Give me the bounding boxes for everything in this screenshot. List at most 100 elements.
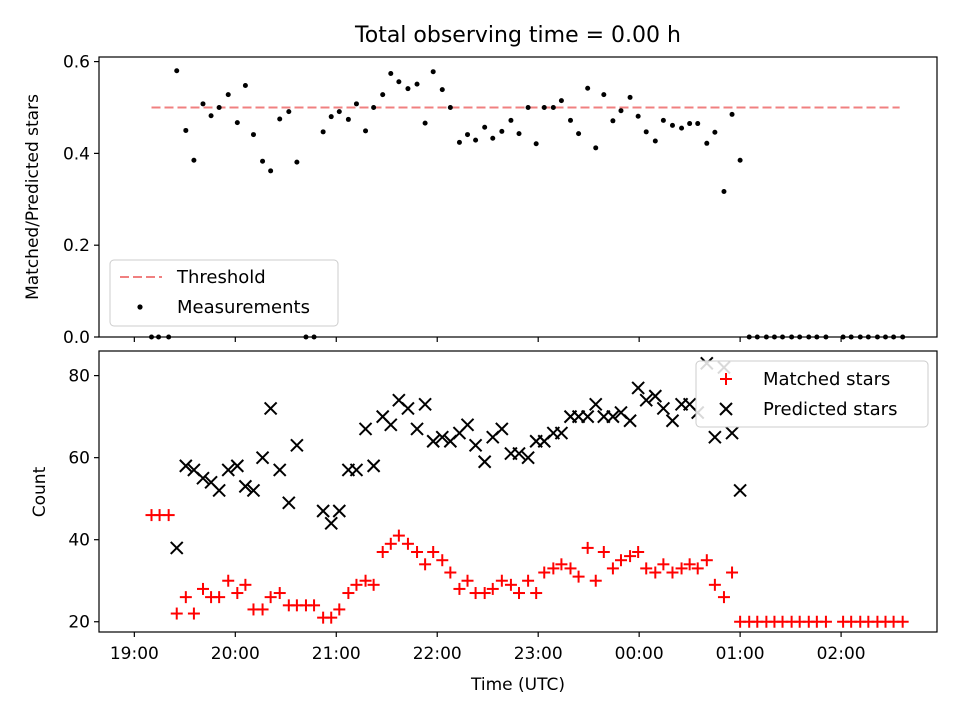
- marker-stroke: [255, 450, 270, 465]
- matched-star-marker: [632, 546, 645, 559]
- top-legend-threshold-label: Threshold: [176, 267, 266, 288]
- measurement-point: [533, 141, 539, 147]
- predicted-star-marker: [255, 450, 270, 465]
- top-plot-frame: [98, 56, 938, 338]
- measurement-point: [482, 124, 488, 130]
- predicted-star-marker: [656, 401, 671, 416]
- predicted-star-marker: [554, 426, 569, 440]
- measurement-point: [669, 122, 675, 128]
- measurement-point: [439, 87, 445, 93]
- marker-stroke: [204, 475, 218, 489]
- measurement-point: [618, 108, 624, 114]
- measurement-point: [456, 139, 462, 145]
- measurement-point: [363, 128, 369, 134]
- matched-star-marker: [461, 574, 474, 587]
- measurement-point: [499, 128, 505, 134]
- figure-title: Total observing time = 0.00 h: [354, 23, 681, 48]
- matched-star-marker: [384, 537, 397, 550]
- marker-stroke: [656, 401, 671, 416]
- predicted-star-marker: [349, 463, 364, 477]
- predicted-star-marker: [435, 430, 449, 444]
- marker-stroke: [187, 463, 201, 477]
- measurement-point: [465, 132, 471, 138]
- measurement-point: [405, 86, 411, 92]
- marker-stroke: [468, 438, 483, 453]
- measurement-point: [294, 159, 300, 165]
- matched-star-marker: [325, 611, 338, 624]
- predicted-star-marker: [733, 483, 747, 498]
- marker-stroke: [263, 401, 278, 416]
- top-axes: 0.0 0.2 0.4 0.6: [63, 53, 842, 348]
- measurement-point: [593, 145, 599, 151]
- bottom-plot-marks: [145, 356, 909, 628]
- bottom-legend-matched-label: Matched stars: [763, 369, 890, 390]
- predicted-star-marker: [708, 430, 722, 444]
- matched-star-marker: [572, 570, 585, 583]
- predicted-star-marker: [521, 450, 535, 465]
- marker-stroke: [435, 430, 449, 444]
- marker-stroke: [631, 381, 645, 395]
- measurement-point: [568, 117, 574, 123]
- measurement-point: [516, 131, 522, 137]
- measurement-point: [414, 81, 420, 87]
- bottom-y-axis-label: Count: [30, 466, 50, 517]
- marker-stroke: [418, 397, 432, 412]
- bottom-legend-predicted-label: Predicted stars: [763, 399, 897, 420]
- marker-stroke: [332, 504, 347, 518]
- measurement-point: [729, 111, 735, 117]
- matched-star-marker: [342, 587, 355, 600]
- matched-star-marker: [819, 615, 832, 628]
- bottom-legend: Matched stars Predicted stars: [695, 360, 929, 428]
- top-y-tick-label: 0.4: [63, 144, 90, 164]
- matched-star-marker: [264, 591, 277, 604]
- matched-star-marker: [683, 558, 696, 571]
- measurement-point: [320, 129, 326, 135]
- predicted-star-marker: [468, 438, 483, 453]
- measurement-point: [576, 131, 582, 137]
- predicted-star-marker: [263, 401, 278, 416]
- predicted-star-marker: [648, 389, 663, 403]
- predicted-star-marker: [384, 418, 398, 432]
- marker-stroke: [246, 483, 261, 498]
- predicted-star-marker: [410, 422, 424, 436]
- predicted-star-marker: [316, 504, 330, 518]
- measurement-point: [250, 132, 256, 138]
- top-legend: Threshold Measurements: [109, 259, 339, 327]
- measurement-point: [525, 104, 531, 110]
- bottom-legend-matched-swatch: [720, 373, 732, 385]
- marker-stroke: [392, 393, 406, 407]
- measurement-point: [610, 118, 616, 124]
- measurement-point: [585, 85, 591, 91]
- predicted-star-marker: [324, 516, 338, 530]
- measurement-point: [388, 71, 394, 77]
- matched-star-marker: [624, 550, 637, 563]
- predicted-star-marker: [179, 459, 193, 473]
- matched-star-marker: [555, 558, 568, 571]
- measurement-point: [371, 104, 377, 110]
- predicted-star-marker: [238, 479, 253, 494]
- measurement-point: [737, 157, 743, 163]
- top-legend-measurements-label: Measurements: [177, 297, 310, 318]
- matched-star-marker: [162, 509, 175, 522]
- bottom-y-tick-label: 60: [68, 449, 90, 469]
- matched-star-marker: [308, 599, 321, 612]
- matched-star-marker: [239, 578, 252, 591]
- measurement-point: [396, 79, 402, 85]
- marker-stroke: [426, 434, 440, 448]
- measurement-point: [660, 117, 666, 123]
- measurement-point: [268, 168, 274, 174]
- matched-star-marker: [547, 562, 560, 575]
- bottom-axes: 20 40 60 80 19:00 20:00 21:00 22:00 23:00 00:00 01…: [68, 367, 865, 664]
- measurement-point: [353, 101, 359, 107]
- measurement-point: [541, 104, 547, 110]
- matched-star-marker: [589, 574, 602, 587]
- predicted-star-marker: [426, 434, 440, 448]
- measurement-point: [260, 158, 266, 164]
- matched-star-marker: [170, 607, 183, 620]
- marker-stroke: [290, 438, 304, 453]
- predicted-star-marker: [460, 418, 475, 432]
- bottom-legend-box: [695, 360, 929, 428]
- bottom-plot-frame: [98, 350, 938, 633]
- predicted-star-marker: [246, 483, 261, 498]
